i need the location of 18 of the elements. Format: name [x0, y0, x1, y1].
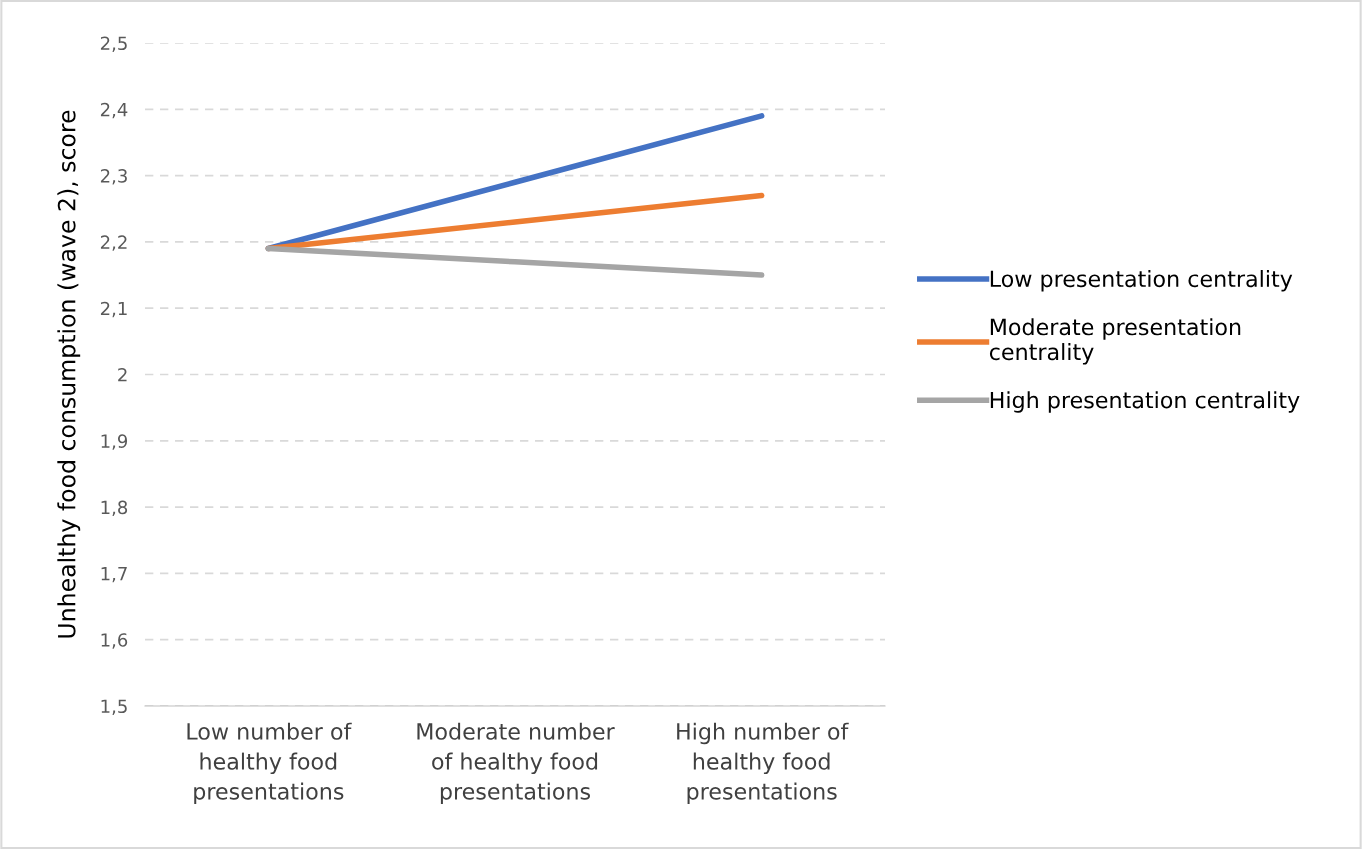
y-tick-label: 2,4: [100, 102, 128, 119]
y-tick-label: 1,8: [101, 500, 128, 517]
legend-label: Moderate presentation centrality: [989, 318, 1241, 365]
x-tick-label: Low number of healthy food presentations: [187, 722, 352, 805]
y-tick-label: 2,1: [100, 301, 127, 318]
y-tick-label: 2: [118, 367, 127, 382]
y-tick-label: 2,2: [100, 235, 127, 251]
y-tick-label: 2,3: [100, 169, 127, 185]
y-axis-title: Unhealthy food consumption (wave 2), score: [57, 110, 81, 638]
legend-label: Low presentation centrality: [990, 269, 1293, 292]
legend-label: High presentation centrality: [990, 391, 1300, 413]
y-tick-label: 1,6: [101, 633, 128, 649]
x-tick-label: Moderate number of healthy food presentations: [417, 722, 615, 805]
y-tick-label: 2,5: [100, 36, 127, 52]
y-tick-label: 1,9: [101, 434, 128, 450]
y-tick-label: 1,5: [101, 699, 127, 715]
y-tick-label: 1,7: [101, 567, 127, 583]
x-tick-label: High number of healthy food presentations: [677, 722, 849, 805]
